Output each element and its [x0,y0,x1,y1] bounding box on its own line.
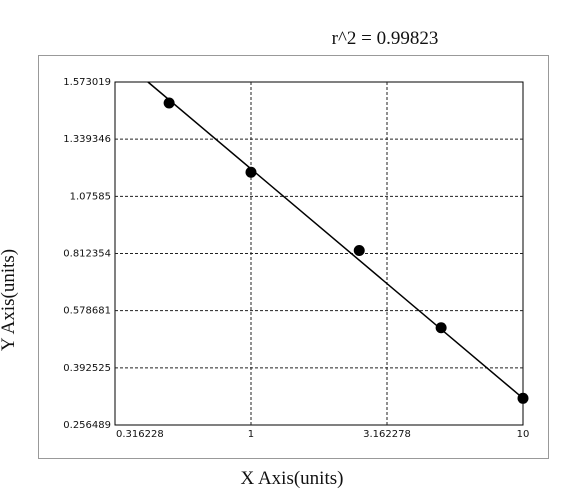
plot-area: 0.256489 0.392525 0.578681 0.812354 1.07585 1… [63,77,529,440]
y-tick-label: 0.578681 [63,306,111,317]
x-tick-label: 0.316228 [116,429,164,440]
data-point [517,392,529,404]
y-tick-label: 1.573019 [63,77,111,88]
data-point [435,322,447,334]
x-tick-label: 1 [248,429,254,440]
x-tick-label: 3.162278 [363,429,411,440]
x-tick-label: 10 [517,429,530,440]
data-point [353,245,365,257]
y-tick-label: 0.812354 [63,249,111,260]
x-axis-label: X Axis(units) [241,468,344,489]
y-tick-label: 0.392525 [63,363,111,374]
y-tick-label: 0.256489 [63,420,111,431]
annotation: r^2 = 0.99823 [332,28,439,49]
data-point [163,97,175,109]
fit-line [147,81,524,399]
y-axis-label: Y Axis(units) [0,249,19,351]
y-tick-label: 1.339346 [63,134,111,145]
y-tick-label: 1.07585 [70,191,111,202]
data-point [245,166,257,178]
